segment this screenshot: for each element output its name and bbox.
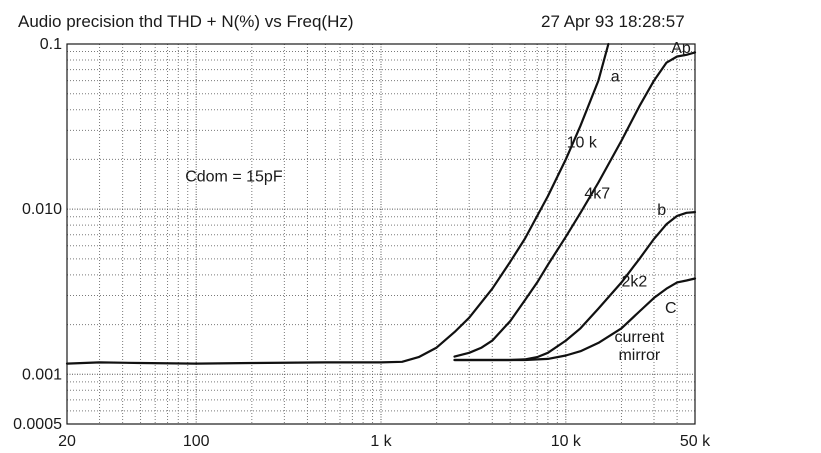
x-tick-label: 10 k bbox=[551, 433, 582, 450]
y-axis-ticks: 0.1 0.010 0.001 0.0005 bbox=[13, 36, 62, 433]
series-group bbox=[65, 42, 697, 365]
annotation-label: Cdom = 15pF bbox=[185, 169, 283, 186]
plot-frame bbox=[66, 43, 696, 425]
timestamp: 27 Apr 93 18:28:57 bbox=[541, 12, 685, 31]
x-tick-label: 50 k bbox=[680, 433, 711, 450]
y-tick-label: 0.0005 bbox=[13, 416, 62, 433]
annotation-label: 10 k bbox=[567, 135, 598, 152]
y-tick-label: 0.1 bbox=[40, 36, 62, 53]
annotation-label: 2k2 bbox=[621, 274, 647, 291]
series-line-1 bbox=[65, 42, 610, 365]
annotation-label: current bbox=[614, 329, 664, 346]
annotation-label: a bbox=[611, 68, 620, 85]
y-tick-label: 0.001 bbox=[22, 366, 62, 383]
annotation-label: b bbox=[657, 202, 666, 219]
x-tick-label: 1 k bbox=[370, 433, 392, 450]
grid-lines bbox=[67, 44, 695, 424]
x-tick-label: 100 bbox=[183, 433, 210, 450]
x-tick-label: 20 bbox=[58, 433, 76, 450]
annotation-label: Ap bbox=[671, 40, 691, 57]
chart-title: Audio precision thd THD + N(%) vs Freq(H… bbox=[18, 12, 354, 31]
y-tick-label: 0.010 bbox=[22, 201, 62, 218]
annotation-label: 4k7 bbox=[584, 185, 610, 202]
annotation-label: C bbox=[665, 300, 677, 317]
series-line-4 bbox=[453, 277, 697, 362]
x-axis-ticks: 20 100 1 k 10 k 50 k bbox=[58, 433, 711, 450]
annotation-label: mirror bbox=[618, 347, 660, 364]
series-line-2 bbox=[453, 51, 697, 358]
